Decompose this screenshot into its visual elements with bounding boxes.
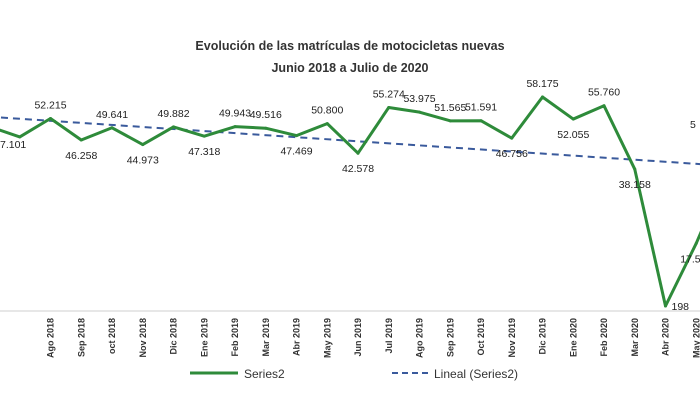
- data-point: [18, 135, 22, 139]
- x-tick-label: Sep 2019: [445, 318, 455, 357]
- data-label: 17.580: [680, 253, 700, 265]
- x-tick-label: May 2019: [322, 318, 332, 358]
- x-tick-label: Feb 2020: [599, 318, 609, 357]
- data-point: [510, 136, 514, 140]
- data-label: 49.943: [219, 108, 251, 120]
- trendline: [0, 116, 700, 166]
- legend-series-label: Series2: [244, 367, 285, 381]
- data-point: [694, 241, 698, 245]
- x-tick-label: Ago 2018: [46, 318, 56, 358]
- x-tick-label: Feb 2019: [230, 318, 240, 357]
- data-label: 46.756: [496, 148, 528, 160]
- data-point: [479, 119, 483, 123]
- data-label: 47.469: [280, 146, 312, 158]
- x-tick-label: Abr 2019: [292, 318, 302, 356]
- legend-trendline-label: Lineal (Series2): [434, 367, 518, 381]
- plot-area: 7.101 52.215 46.258 49.641 44.973 49.882 47.31…: [0, 78, 700, 358]
- data-label: 49.516: [250, 109, 282, 121]
- data-label: 58.175: [526, 78, 558, 90]
- data-label: 49.882: [157, 108, 189, 120]
- data-point: [49, 116, 52, 120]
- data-point: [141, 143, 145, 147]
- data-point: [233, 125, 237, 129]
- data-label: 52.055: [557, 129, 589, 141]
- series-line-series2: [0, 95, 700, 308]
- data-label: 53.975: [403, 93, 435, 105]
- data-label: 50.800: [311, 105, 343, 117]
- data-point: [571, 117, 575, 121]
- data-point: [356, 151, 360, 155]
- data-label: 46.258: [65, 150, 97, 162]
- data-label: 49.641: [96, 109, 128, 121]
- x-tick-label: Jun 2019: [353, 318, 363, 357]
- x-tick-label: Nov 2019: [507, 318, 517, 358]
- data-label: 55.760: [588, 87, 620, 99]
- chart-subtitle: Junio 2018 a Julio de 2020: [271, 61, 428, 75]
- data-point: [172, 125, 175, 129]
- x-tick-label: Ene 2019: [199, 318, 209, 357]
- x-tick-label: Nov 2018: [138, 318, 148, 358]
- x-tick-label: Oct 2019: [476, 318, 486, 356]
- x-tick-label: Sep 2018: [76, 318, 86, 357]
- chart-title: Evolución de las matrículas de motocicle…: [195, 39, 504, 53]
- data-point: [264, 126, 268, 130]
- data-label: 198: [672, 301, 690, 313]
- data-point: [387, 105, 391, 109]
- data-point: [295, 134, 298, 138]
- data-label: 52.215: [34, 99, 66, 111]
- data-label: 47.318: [188, 146, 220, 158]
- x-tick-label: May 2020: [691, 318, 700, 358]
- x-tick-label: Jul 2019: [384, 318, 394, 354]
- data-label: 51.591: [465, 102, 497, 114]
- data-label: 38.158: [619, 179, 651, 191]
- data-label: 42.578: [342, 163, 374, 175]
- data-label: 55.274: [373, 88, 405, 100]
- data-point: [633, 167, 637, 171]
- data-point: [110, 126, 114, 130]
- data-point: [448, 119, 452, 123]
- legend: Series2 Lineal (Series2): [190, 367, 518, 381]
- data-label: 44.973: [127, 155, 159, 167]
- x-tick-label: Dic 2019: [538, 318, 548, 355]
- x-tick-label: Mar 2020: [630, 318, 640, 357]
- data-label: 51.565: [434, 102, 466, 114]
- x-tick-label: Abr 2020: [661, 318, 671, 356]
- x-tick-label: oct 2018: [107, 318, 117, 354]
- data-point: [202, 134, 206, 138]
- x-tick-label: Dic 2018: [169, 318, 179, 355]
- data-point: [602, 104, 606, 108]
- x-tick-label: Ene 2020: [568, 318, 578, 357]
- data-label: 7.101: [0, 139, 26, 151]
- data-label: 5: [690, 119, 696, 131]
- data-point: [325, 122, 329, 126]
- data-point: [664, 304, 667, 308]
- x-tick-label: Mar 2019: [261, 318, 271, 357]
- data-point: [541, 95, 544, 99]
- x-tick-label: Ago 2019: [415, 318, 425, 358]
- data-point: [79, 138, 83, 142]
- data-point: [418, 110, 421, 114]
